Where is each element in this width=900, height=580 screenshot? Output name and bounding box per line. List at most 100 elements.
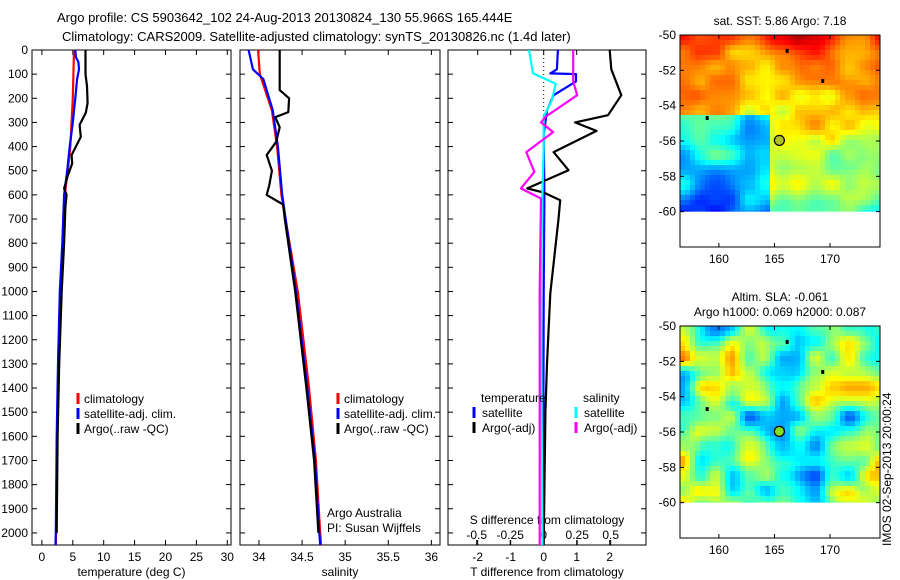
map-cell: [705, 386, 710, 391]
map-cell: [800, 381, 805, 386]
map-cell: [780, 70, 785, 75]
map-cell: [845, 356, 850, 361]
map-cell: [755, 416, 760, 421]
map-cell: [805, 481, 810, 486]
map-cell: [875, 461, 880, 466]
map-cell: [680, 346, 685, 351]
map-cell: [795, 416, 800, 421]
map-cell: [695, 486, 700, 491]
map-cell: [755, 431, 760, 436]
map-cell: [710, 60, 715, 65]
map-cell: [815, 60, 820, 65]
map-cell: [855, 150, 860, 155]
map-cell: [765, 441, 770, 446]
map-cell: [760, 351, 765, 356]
map-cell: [760, 371, 765, 376]
map-cell: [835, 436, 840, 441]
map-cell: [690, 60, 695, 65]
map-cell: [820, 180, 825, 185]
map-cell: [860, 180, 865, 185]
map-cell: [805, 185, 810, 190]
map-cell: [735, 180, 740, 185]
map-cell: [685, 90, 690, 95]
map-cell: [835, 160, 840, 165]
map-cell: [740, 496, 745, 501]
figure-title-line2: Climatology: CARS2009. Satellite-adjuste…: [62, 29, 571, 44]
map-cell: [875, 476, 880, 481]
map-cell: [685, 170, 690, 175]
map-cell: [720, 185, 725, 190]
map-cell: [875, 100, 880, 105]
map-cell: [710, 65, 715, 70]
map-cell: [700, 456, 705, 461]
map-cell: [715, 80, 720, 85]
map-cell: [865, 351, 870, 356]
map-cell: [720, 135, 725, 140]
map-cell: [785, 100, 790, 105]
map-cell: [830, 40, 835, 45]
map-cell: [825, 416, 830, 421]
map-cell: [750, 361, 755, 366]
map-cell: [690, 346, 695, 351]
map-cell: [775, 411, 780, 416]
map-cell: [875, 165, 880, 170]
map-cell: [750, 130, 755, 135]
map-cell: [800, 451, 805, 456]
map-cell: [715, 165, 720, 170]
map-cell: [695, 95, 700, 100]
map-cell: [685, 376, 690, 381]
map-cell: [765, 100, 770, 105]
map-cell: [870, 170, 875, 175]
map-cell: [755, 145, 760, 150]
map-cell: [760, 40, 765, 45]
map-cell: [745, 421, 750, 426]
map-cell: [865, 90, 870, 95]
map-cell: [680, 496, 685, 501]
map-cell: [750, 115, 755, 120]
map-cell: [680, 366, 685, 371]
map-cell: [845, 75, 850, 80]
map-cell: [685, 55, 690, 60]
map-cell: [710, 45, 715, 50]
map-cell: [770, 180, 775, 185]
map-cell: [870, 391, 875, 396]
map-cell: [830, 396, 835, 401]
map-cell: [810, 40, 815, 45]
map-cell: [710, 175, 715, 180]
map-cell: [690, 366, 695, 371]
map-cell: [850, 331, 855, 336]
map-cell: [695, 401, 700, 406]
map-cell: [740, 75, 745, 80]
map-cell: [790, 85, 795, 90]
map-cell: [690, 140, 695, 145]
map-cell: [875, 411, 880, 416]
map-cell: [815, 431, 820, 436]
map-cell: [805, 466, 810, 471]
map-cell: [765, 371, 770, 376]
map-cell: [750, 356, 755, 361]
map-cell: [800, 401, 805, 406]
map-cell: [820, 466, 825, 471]
map-cell: [695, 105, 700, 110]
map-cell: [720, 150, 725, 155]
map-cell: [785, 160, 790, 165]
map-cell: [760, 160, 765, 165]
map-cell: [710, 210, 715, 212]
map-cell: [790, 441, 795, 446]
map-cell: [765, 145, 770, 150]
map-cell: [805, 165, 810, 170]
map-cell: [755, 175, 760, 180]
map-cell: [735, 336, 740, 341]
map-cell: [740, 421, 745, 426]
map-cell: [785, 376, 790, 381]
map-cell: [790, 55, 795, 60]
map-cell: [700, 421, 705, 426]
map-cell: [700, 326, 705, 331]
map-cell: [775, 55, 780, 60]
map-cell: [800, 476, 805, 481]
map-cell: [750, 100, 755, 105]
map-cell: [855, 366, 860, 371]
map-cell: [825, 346, 830, 351]
map-cell: [805, 140, 810, 145]
map-cell: [680, 481, 685, 486]
